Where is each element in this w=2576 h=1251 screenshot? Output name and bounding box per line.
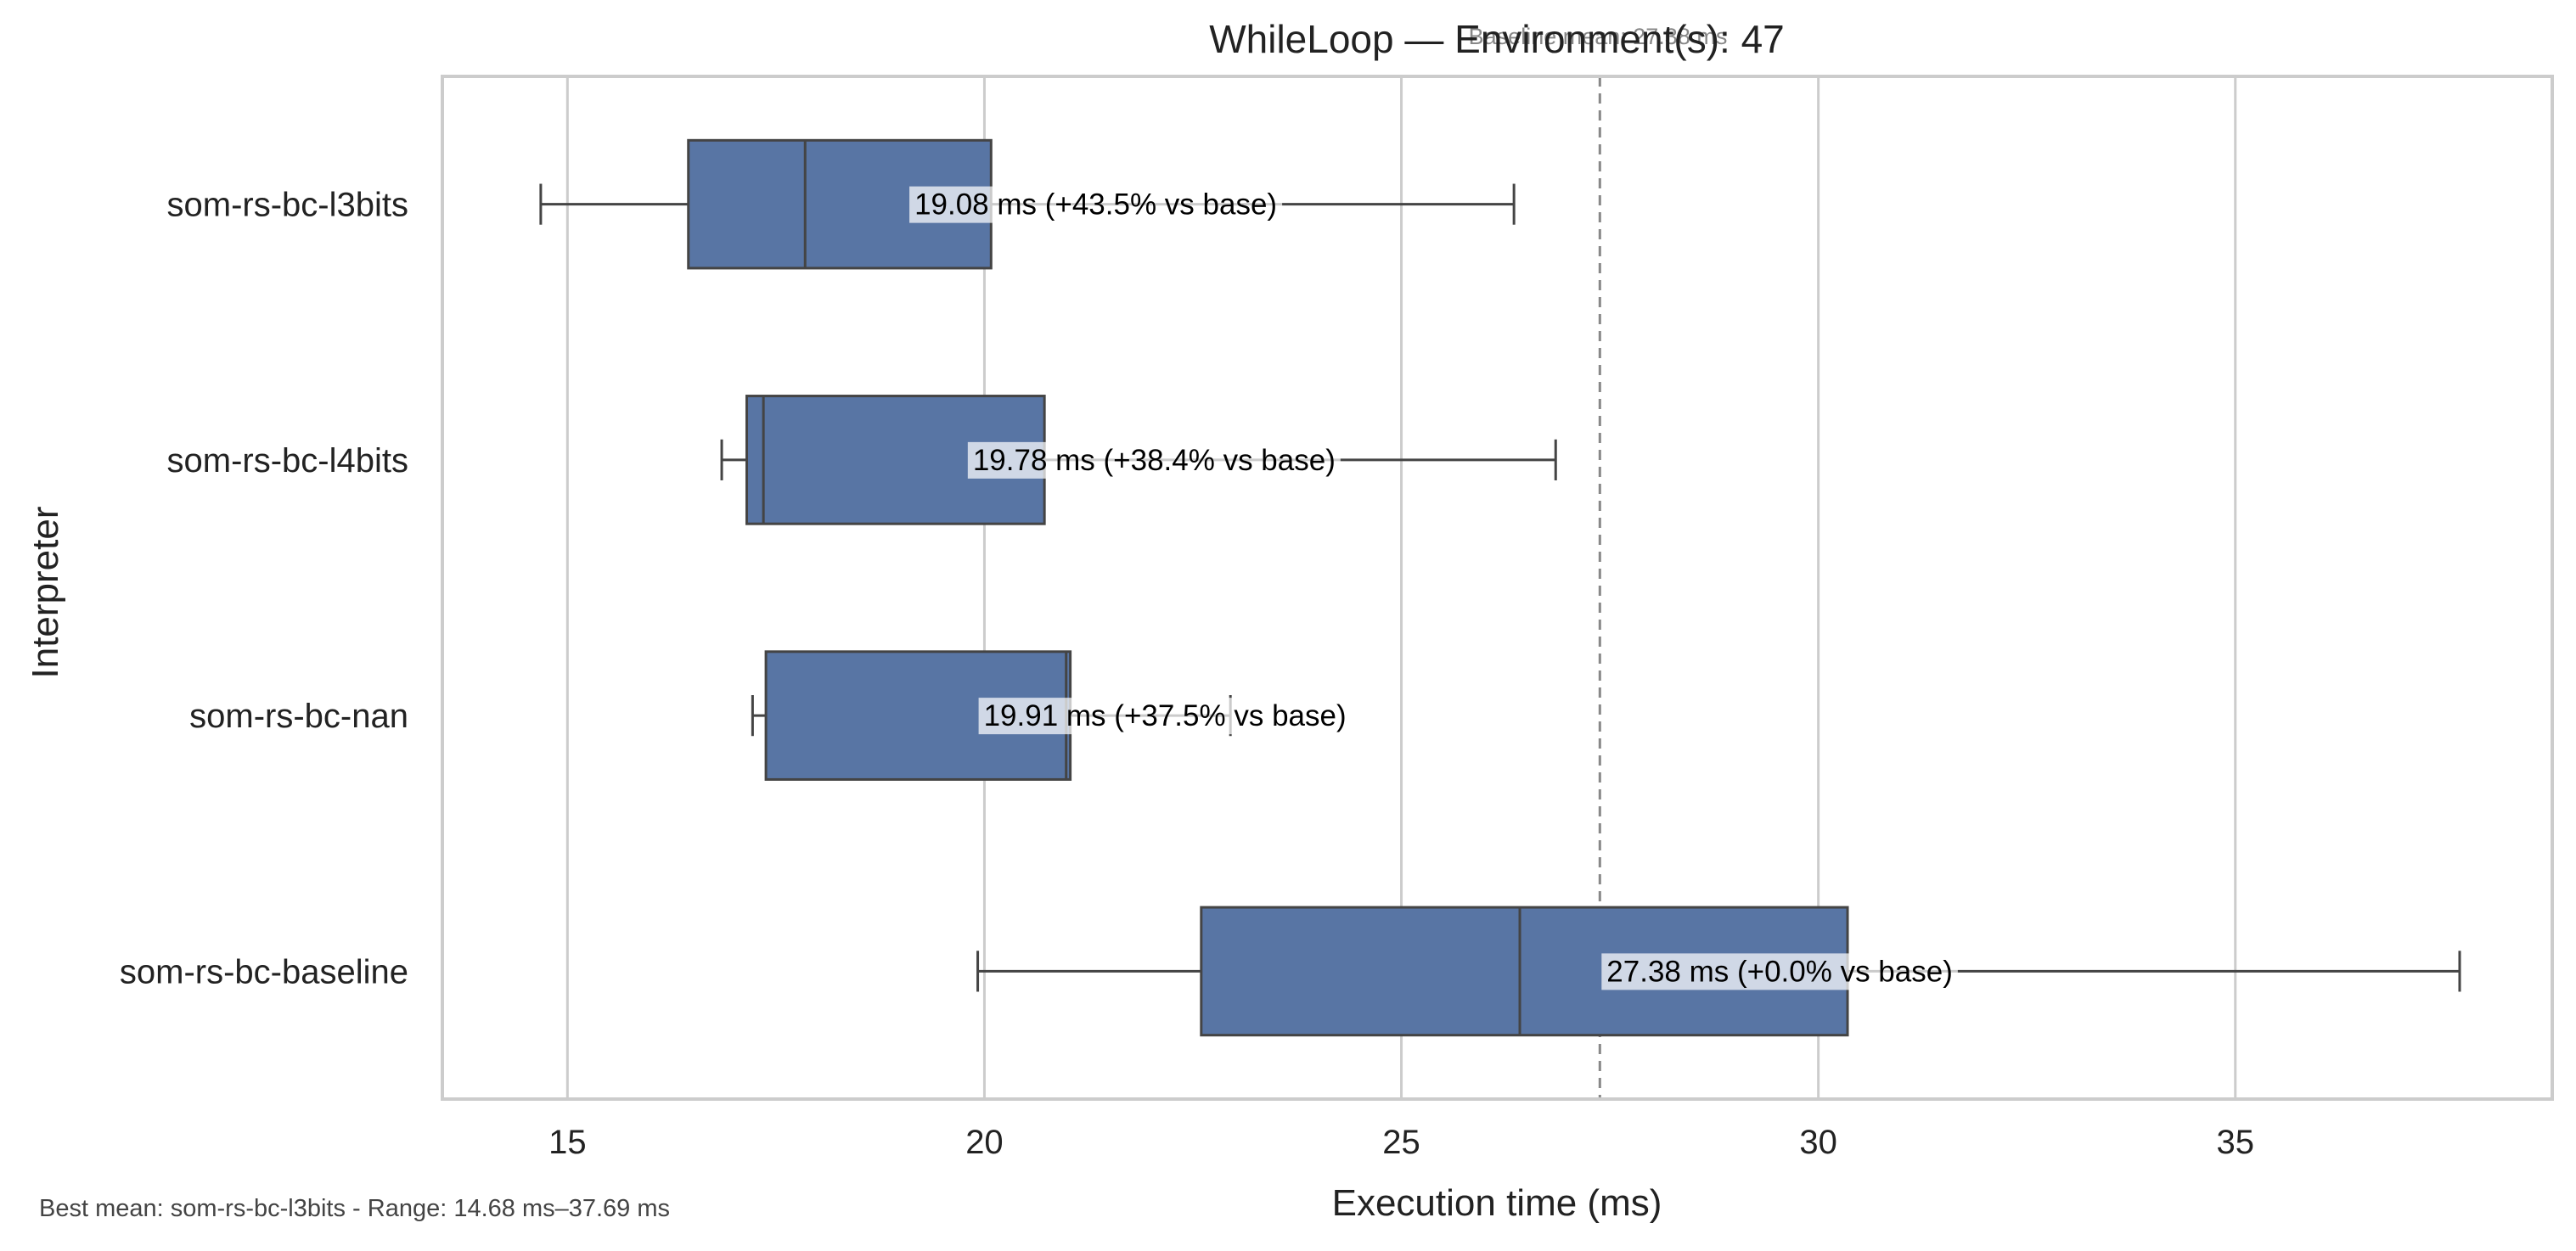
mean-annotations: 19.08 ms (+43.5% vs base) 19.78 ms (+38.4… [909,186,1958,990]
y-axis-label: Interpreter [25,507,66,679]
mean-annotation: 27.38 ms (+0.0% vs base) [1606,955,1953,988]
mean-annotation: 19.91 ms (+37.5% vs base) [984,699,1347,732]
chart-title: WhileLoop — Environment(s): 47 [1209,17,1785,61]
baseline-label: Baseline mean: 27.38 ms [1469,24,1728,49]
x-tick-label: 15 [548,1124,587,1161]
x-tick-label: 25 [1382,1124,1420,1161]
x-axis-label: Execution time (ms) [1332,1182,1662,1224]
x-tick-label: 20 [965,1124,1004,1161]
box-series [539,138,2461,1037]
mean-annotation: 19.78 ms (+38.4% vs base) [973,444,1336,477]
y-tick-label: som-rs-bc-l3bits [167,187,408,224]
annotation-background [1601,953,1958,990]
plot-frame [441,75,2554,1101]
y-tick-label: som-rs-bc-l4bits [167,442,408,480]
mean-annotation: 19.08 ms (+43.5% vs base) [914,188,1277,222]
y-axis-ticks: som-rs-bc-l3bits som-rs-bc-l4bits som-rs-b… [120,187,408,991]
annotation-background [909,186,1283,223]
footnote: Best mean: som-rs-bc-l3bits - Range: 14.… [39,1195,671,1222]
x-axis-ticks: 15 20 25 30 35 [548,1124,2254,1161]
x-tick-label: 35 [2217,1124,2255,1161]
y-tick-label: som-rs-bc-nan [189,698,408,735]
annotation-background [978,698,1352,735]
annotation-background [967,441,1341,479]
x-tick-label: 30 [1799,1124,1837,1161]
y-tick-label: som-rs-bc-baseline [120,953,408,990]
